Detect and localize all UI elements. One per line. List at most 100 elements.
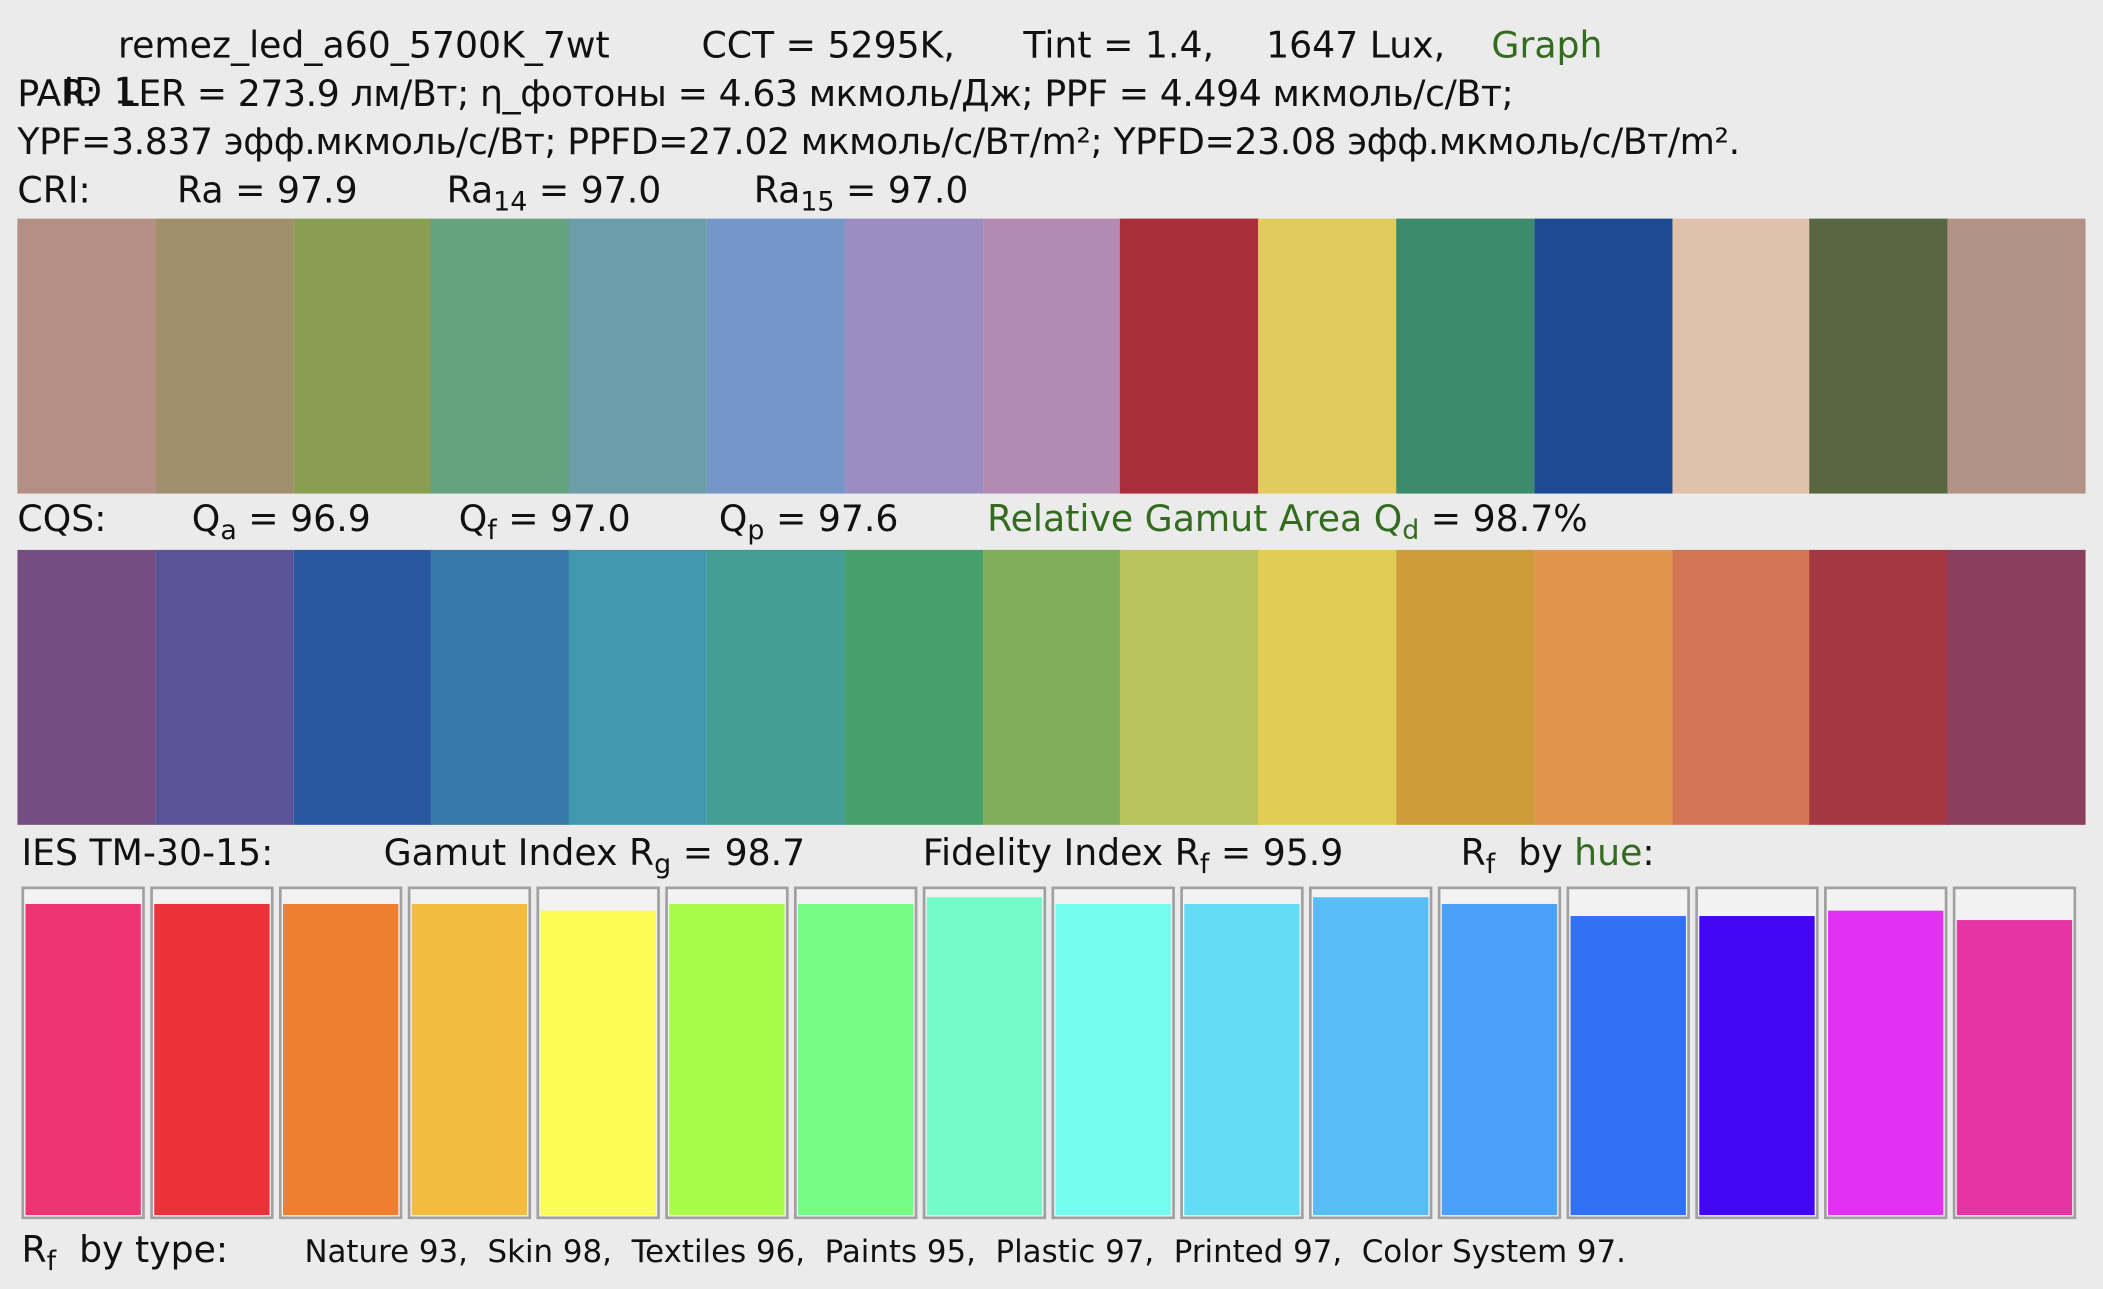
tint: Tint = 1.4, (1023, 25, 1215, 68)
swatch (844, 218, 984, 494)
bar (1441, 903, 1558, 1216)
bar-frame (1695, 886, 1819, 1220)
bar (798, 903, 914, 1216)
symbol: Q (718, 498, 748, 541)
swatch (17, 549, 156, 825)
swatch (1534, 549, 1673, 825)
value: = 95.9 (1220, 832, 1344, 875)
cqs-qa: Qa = 96.9 (191, 498, 371, 546)
bar-frame (1309, 886, 1433, 1220)
swatch (568, 549, 708, 825)
symbol: Q (191, 498, 221, 541)
hue-link[interactable]: hue (1574, 832, 1643, 875)
value: = 97.0 (538, 170, 662, 212)
swatch (155, 218, 294, 494)
swatch (431, 549, 570, 825)
cqs-qf: Qf = 97.0 (458, 498, 631, 546)
subscript: a (220, 513, 237, 546)
bar (540, 910, 656, 1216)
swatch (1809, 549, 1949, 825)
rf-by-type-label: Rf by type: (21, 1229, 228, 1275)
swatch (706, 218, 846, 494)
symbol: Ra (446, 170, 494, 212)
bar (1828, 910, 1944, 1216)
cri-label: CRI: (17, 170, 91, 212)
bar-frame (1824, 886, 1948, 1220)
gamut-index: Gamut Index Rg = 98.7 (383, 832, 806, 880)
lamp-name: remez_led_a60_5700K_7wt (118, 25, 610, 68)
bar (1956, 919, 2073, 1216)
subscript: 14 (493, 185, 528, 218)
value: = 97.6 (775, 498, 899, 541)
swatch (431, 218, 570, 494)
fidelity-index: Fidelity Index Rf = 95.9 (922, 832, 1344, 877)
par-line: YPF=3.837 эфф.мкмоль/с/Вт; PPFD=27.02 мк… (17, 122, 1740, 164)
swatch (1534, 218, 1673, 494)
rf-by-hue: Rf by hue: (1460, 832, 1655, 880)
cri-ra: Ra = 97.9 (177, 169, 358, 215)
value: = 96.9 (248, 498, 371, 541)
subscript: d (1402, 513, 1420, 546)
bar (154, 903, 270, 1216)
swatch (1396, 218, 1535, 494)
swatch (1809, 218, 1949, 494)
bar-frame (1180, 886, 1304, 1220)
subscript: f (46, 1244, 57, 1277)
value: = 98.7% (1430, 498, 1588, 541)
header: ID 1 (17, 24, 136, 161)
bar-frame (150, 886, 274, 1220)
bar-frame (1566, 886, 1690, 1220)
bar-frame (407, 886, 532, 1220)
cct: CCT = 5295K, (701, 25, 955, 68)
bar-frame (278, 886, 403, 1220)
swatch (1120, 218, 1259, 494)
symbol: R (1460, 832, 1486, 875)
subscript: f (487, 513, 497, 546)
bar-frame (1437, 886, 1562, 1220)
swatch (1258, 549, 1397, 825)
swatch (982, 549, 1122, 825)
bar (282, 903, 399, 1216)
bar (1055, 903, 1171, 1216)
cri-ra14: Ra14 = 97.0 (446, 169, 662, 218)
value: = 97.0 (845, 170, 969, 212)
value: = 98.7 (682, 832, 806, 875)
swatch (155, 549, 294, 825)
swatch (1120, 549, 1259, 825)
symbol: Fidelity Index R (922, 832, 1200, 875)
bar (1699, 916, 1815, 1216)
swatch (1671, 218, 1811, 494)
swatch (1396, 549, 1535, 825)
rf-by-type: Nature 93, Skin 98, Textiles 96, Paints … (304, 1235, 1626, 1271)
bar (669, 903, 785, 1216)
par-line: PAR: LER = 273.9 лм/Вт; η_фотоны = 4.63 … (17, 73, 1514, 116)
symbol: Ra (753, 170, 801, 212)
symbol: Q (458, 498, 488, 541)
symbol: R (21, 1229, 47, 1272)
swatch (982, 218, 1122, 494)
subscript: f (1485, 847, 1496, 880)
subscript: p (747, 513, 765, 546)
symbol: Gamut Index R (383, 832, 655, 875)
cqs-label: CQS: (17, 498, 107, 541)
bar-frame (1952, 886, 2077, 1220)
value: = 97.0 (508, 498, 631, 541)
cqs-qp: Qp = 97.6 (718, 498, 899, 546)
bar-frame (1051, 886, 1175, 1220)
value: = 97.9 (235, 170, 358, 212)
swatch (17, 218, 156, 494)
subscript: 15 (800, 185, 835, 218)
tm30-label: IES TM-30-15: (21, 832, 274, 875)
bar (1570, 916, 1686, 1216)
subscript: g (654, 847, 672, 880)
colon: : (1642, 832, 1655, 875)
swatch (1258, 218, 1397, 494)
bar-frame (21, 886, 145, 1220)
id: ID 1 (63, 71, 137, 113)
bar (926, 897, 1043, 1216)
swatch (706, 549, 846, 825)
graph-link[interactable]: Graph (1491, 25, 1603, 68)
swatch (1947, 549, 2087, 825)
